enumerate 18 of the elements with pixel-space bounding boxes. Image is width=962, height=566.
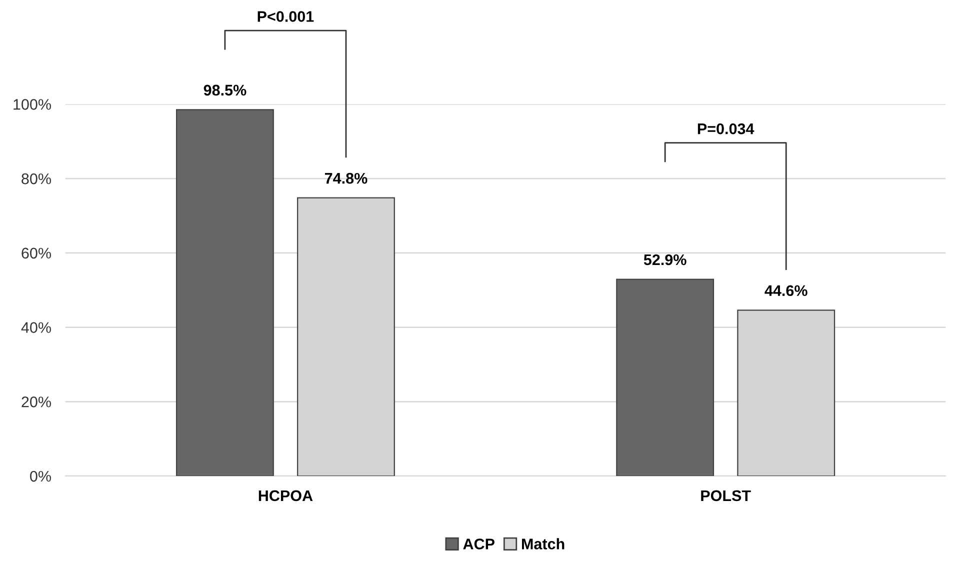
legend-label: ACP (463, 538, 494, 550)
data-label: 74.8% (324, 172, 368, 184)
bar (616, 278, 714, 476)
legend-label: Match (522, 538, 564, 550)
y-tick-label: 40% (21, 322, 51, 333)
text: P<0.001 (258, 11, 314, 22)
y-tick-label: 100% (14, 99, 51, 110)
y-tick-label: 20% (22, 396, 51, 408)
bar (176, 109, 274, 476)
data-label: 98.5% (204, 84, 246, 96)
x-tick-label: POLST (701, 490, 751, 502)
x-tick-label: HCPOA (258, 490, 313, 502)
y-tick-label: 60% (22, 248, 51, 259)
annotation: P=0.034 (698, 123, 754, 134)
data-label: 44.6% (764, 285, 808, 296)
y-tick-label: 80% (22, 173, 51, 184)
data-label: 52.9% (644, 254, 686, 266)
y-tick-label: 0% (30, 470, 51, 482)
